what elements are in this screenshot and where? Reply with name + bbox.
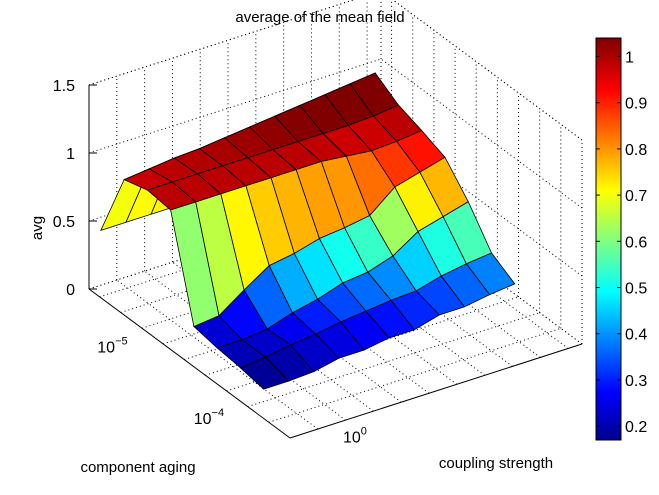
surface-patch xyxy=(465,252,516,296)
colorbar-ticks: 1 0.9 0.8 0.7 0.6 0.5 0.4 0.3 0.2 xyxy=(596,49,647,436)
colorbar-gradient xyxy=(595,37,622,441)
axis-line xyxy=(289,343,583,439)
colorbar-tick-label: 0.2 xyxy=(625,419,647,436)
colorbar-tick-label: 0.6 xyxy=(625,234,647,251)
colorbar-tick-label: 0.3 xyxy=(625,373,647,390)
x-axis-ticks: 100 xyxy=(343,426,367,447)
y-axis-ticks: 10−5 10−4 xyxy=(97,336,224,429)
z-tick-label: 1.5 xyxy=(53,78,75,95)
colorbar-tick-label: 0.9 xyxy=(625,96,647,113)
grid-line xyxy=(144,270,346,421)
grid-line xyxy=(116,279,319,430)
surface-plot xyxy=(100,72,516,390)
z-tick-label: 0 xyxy=(66,282,75,299)
colorbar: 1 0.9 0.8 0.7 0.6 0.5 0.4 0.3 0.2 xyxy=(595,37,647,441)
grid-line xyxy=(392,0,583,141)
z-axis-ticks: 0 0.5 1 1.5 xyxy=(53,78,97,299)
z-tick-label: 0.5 xyxy=(53,214,75,231)
colorbar-tick-label: 0.5 xyxy=(625,281,647,298)
y-tick-label: 10−4 xyxy=(194,407,224,428)
x-axis-label: coupling strength xyxy=(439,455,553,472)
z-tick-label: 1 xyxy=(66,146,75,163)
colorbar-tick-label: 0.8 xyxy=(625,142,647,159)
y-tick-label: 10−5 xyxy=(97,336,127,357)
y-axis-label: component aging xyxy=(80,459,195,476)
z-axis-label: avg xyxy=(29,216,46,240)
colorbar-tick-label: 0.7 xyxy=(625,188,647,205)
axis-line xyxy=(88,288,291,439)
x-tick-label: 100 xyxy=(343,426,367,447)
grid-line xyxy=(380,58,583,209)
colorbar-tick-label: 0.4 xyxy=(625,327,647,344)
colorbar-tick-label: 1 xyxy=(625,49,634,66)
chart-title: average of the mean field xyxy=(235,9,404,26)
